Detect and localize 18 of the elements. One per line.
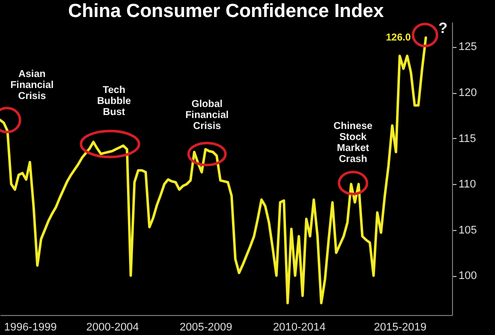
y-tick-label: 105 xyxy=(458,224,477,236)
y-tick-label: 100 xyxy=(458,270,477,282)
x-tick-label: 2005-2009 xyxy=(180,322,232,334)
annotation: ? xyxy=(438,20,448,37)
annotation: Tech Bubble Bust xyxy=(97,85,132,118)
x-tick-label: 2015-2019 xyxy=(374,322,427,334)
x-tick-label: 1996-1999 xyxy=(4,322,57,334)
chart-title: China Consumer Confidence Index xyxy=(68,1,384,22)
x-tick-label: 2010-2014 xyxy=(273,322,326,334)
annotation: Asian Financial Crisis xyxy=(10,69,54,102)
y-tick-label: 125 xyxy=(458,41,477,54)
data-label: 126.0 xyxy=(386,32,412,44)
x-tick-label: 2000-2004 xyxy=(86,322,139,334)
y-tick-label: 115 xyxy=(458,132,476,145)
y-tick-label: 120 xyxy=(458,87,477,100)
annotation: Chinese Stock Market Crash xyxy=(334,121,373,165)
y-tick-label: 110 xyxy=(458,178,476,191)
annotation: Global Financial Crisis xyxy=(185,99,229,132)
